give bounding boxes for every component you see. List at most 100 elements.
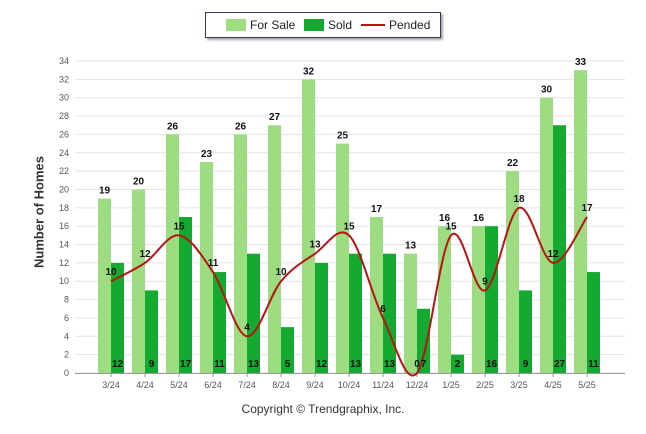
bar-for-sale [166,134,179,373]
legend-label-for-sale: For Sale [250,18,296,32]
for-sale-data-label: 30 [541,85,553,96]
y-tick-label: 8 [64,295,69,305]
y-tick-label: 10 [59,276,69,286]
copyright-text: Copyright © Trendgraphix, Inc. [241,402,405,416]
sold-data-label: 11 [214,359,225,370]
bar-for-sale [132,189,145,373]
for-sale-data-label: 22 [507,158,519,169]
pended-data-label: 10 [275,267,287,278]
pended-swatch [361,24,385,26]
pended-data-label: 12 [139,249,151,260]
y-tick-label: 4 [64,331,69,341]
bar-sold [587,272,600,373]
x-tick-label: 2/25 [476,380,494,390]
bar-for-sale [574,70,587,374]
x-tick-label: 8/24 [272,380,290,390]
bar-for-sale [268,125,281,373]
for-sale-data-label: 16 [473,213,485,224]
sold-data-label: 13 [248,359,260,370]
pended-data-label: 10 [105,267,117,278]
x-tick-label: 10/24 [338,380,361,390]
pended-data-label: 18 [513,194,525,205]
y-tick-label: 28 [59,111,69,121]
bar-sold [179,217,192,373]
x-tick-label: 3/24 [102,380,120,390]
pended-data-label: 11 [208,258,219,269]
sold-data-label: 12 [112,359,124,370]
x-tick-label: 5/24 [170,380,188,390]
for-sale-data-label: 26 [167,121,179,132]
sold-data-label: 13 [350,359,362,370]
x-tick-label: 4/25 [544,380,562,390]
for-sale-data-label: 19 [99,186,111,197]
pended-data-label: 12 [547,249,559,260]
bar-sold [519,290,532,373]
y-tick-label: 18 [59,203,69,213]
for-sale-data-label: 16 [439,213,451,224]
bar-for-sale [506,171,519,373]
legend-label-sold: Sold [328,18,353,32]
y-tick-label: 20 [59,184,69,194]
sold-data-label: 2 [455,359,461,370]
legend: For Sale Sold Pended [205,12,441,38]
y-tick-label: 16 [59,221,69,231]
bar-sold [553,125,566,373]
bar-sold [145,290,158,373]
bar-for-sale [540,97,553,374]
y-tick-label: 34 [59,56,69,66]
y-tick-label: 24 [59,148,69,158]
pended-line [110,206,588,377]
x-tick-label: 6/24 [204,380,222,390]
legend-item-pended[interactable]: Pended [361,18,430,32]
sold-data-label: 9 [149,359,155,370]
for-sale-data-label: 26 [235,121,247,132]
bar-for-sale [370,217,383,373]
y-tick-label: 22 [59,166,69,176]
sold-data-label: 16 [486,359,498,370]
sold-swatch [304,19,324,31]
x-tick-label: 5/25 [578,380,596,390]
y-tick-label: 12 [59,258,69,268]
x-tick-label: 4/24 [136,380,154,390]
legend-item-for-sale[interactable]: For Sale [226,18,295,32]
pended-data-label: 0 [414,359,420,370]
y-tick-label: 0 [64,368,69,378]
bar-for-sale [200,161,213,373]
sold-data-label: 12 [316,359,328,370]
bar-sold [349,253,362,373]
sold-data-label: 7 [421,359,427,370]
y-axis-title: Number of Homes [31,156,47,268]
sold-data-label: 9 [523,359,529,370]
pended-data-label: 4 [244,322,250,333]
bar-for-sale [404,253,417,373]
bar-sold [281,327,294,373]
for-sale-data-label: 23 [201,149,213,160]
legend-label-pended: Pended [389,18,431,32]
y-tick-label: 26 [59,129,69,139]
bar-sold [417,308,430,373]
y-tick-label: 30 [59,93,69,103]
bar-for-sale [234,134,247,373]
sold-data-label: 11 [588,359,599,370]
bar-for-sale [302,79,315,374]
pended-data-label: 15 [343,221,355,232]
bar-for-sale [438,226,451,373]
y-tick-label: 14 [59,240,69,250]
x-tick-label: 12/24 [406,380,429,390]
y-tick-label: 2 [64,350,69,360]
bar-for-sale [98,198,111,373]
pended-data-label: 15 [173,221,185,232]
sold-data-label: 17 [180,359,192,370]
pended-data-label: 17 [581,203,593,214]
bar-sold [485,226,498,373]
x-tick-label: 7/24 [238,380,256,390]
bar-for-sale [472,226,485,373]
y-tick-label: 32 [59,74,69,84]
for-sale-data-label: 13 [405,241,417,252]
sold-data-label: 27 [554,359,566,370]
x-tick-label: 3/25 [510,380,528,390]
legend-item-sold[interactable]: Sold [304,18,352,32]
for-sale-data-label: 17 [371,204,383,215]
bar-sold [315,262,328,373]
bar-sold [111,262,124,373]
